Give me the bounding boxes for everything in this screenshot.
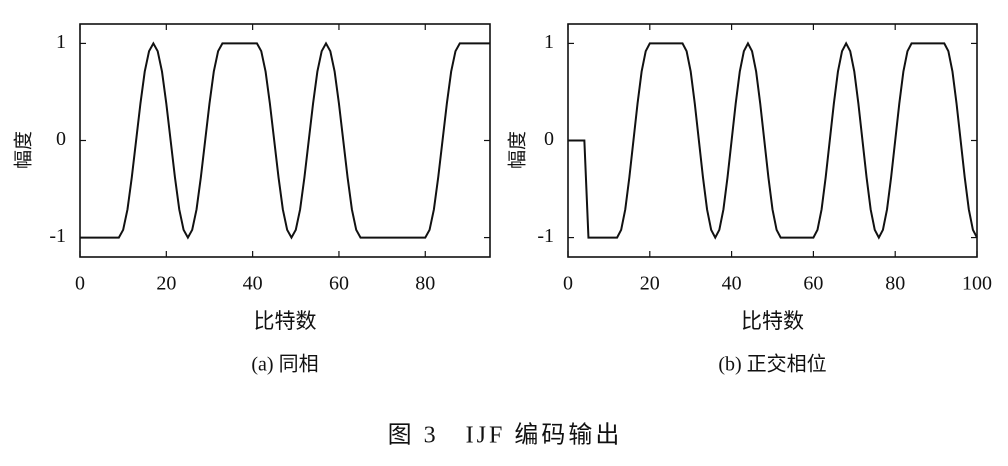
y-tick-label: -1	[537, 225, 554, 247]
signal-line	[80, 41, 490, 240]
x-tick-label: 100	[962, 273, 992, 295]
x-axis-label: 比特数	[741, 309, 804, 333]
figure-title: 图 3 IJF 编码输出	[388, 422, 623, 449]
y-tick-label: 0	[56, 128, 66, 150]
caption: (b) 正交相位	[718, 353, 826, 376]
signal-line	[568, 41, 978, 240]
x-tick-label: 80	[885, 273, 905, 295]
y-tick-label: 1	[56, 31, 66, 53]
x-tick-label: 0	[75, 273, 85, 295]
x-tick-label: 0	[563, 273, 573, 295]
caption: (a) 同相	[251, 353, 318, 376]
x-axis-label: 比特数	[254, 309, 317, 333]
x-tick-label: 20	[156, 273, 176, 295]
x-tick-label: 60	[803, 273, 823, 295]
x-tick-label: 80	[415, 273, 435, 295]
y-axis-label: 幅度	[13, 131, 35, 169]
x-tick-label: 60	[329, 273, 349, 295]
x-tick-label: 40	[243, 273, 263, 295]
y-tick-label: -1	[49, 225, 66, 247]
plot-frame	[567, 23, 978, 258]
x-tick-label: 40	[722, 273, 742, 295]
x-tick-label: 20	[640, 273, 660, 295]
y-tick-label: 0	[544, 128, 554, 150]
y-axis-label: 幅度	[507, 131, 529, 169]
y-tick-label: 1	[544, 31, 554, 53]
